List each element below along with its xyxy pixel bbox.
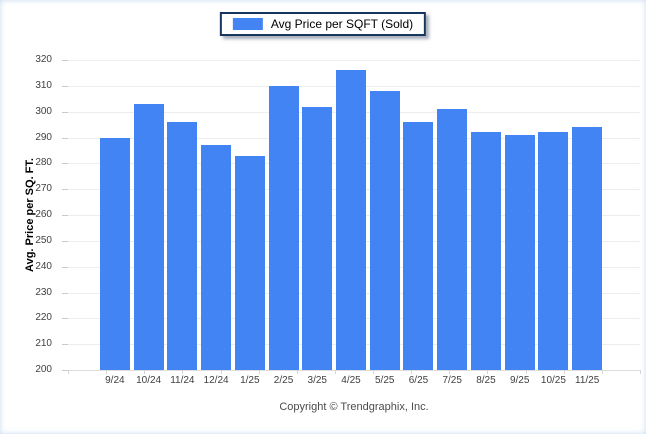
- x-axis-tick: [106, 370, 108, 374]
- x-axis-tick: [601, 370, 603, 374]
- y-tick-label-320: 320: [35, 54, 52, 65]
- x-axis-tick: [68, 370, 69, 374]
- plot-area: [62, 60, 641, 374]
- legend-label: Avg Price per SQFT (Sold): [270, 17, 414, 31]
- bar-slot: [98, 60, 132, 370]
- bar-12/24[interactable]: [201, 145, 232, 370]
- bar-slot: [435, 60, 469, 370]
- x-axis-tick: [220, 370, 222, 374]
- bar-slot: [165, 60, 199, 370]
- x-axis-tick: [449, 370, 451, 374]
- y-tick-label-270: 270: [35, 183, 52, 195]
- y-tick-label-280: 280: [35, 157, 52, 169]
- bar-2/25[interactable]: [268, 85, 299, 370]
- gridline-200: [62, 370, 640, 371]
- bar-slot: [199, 60, 233, 370]
- bar-slot: [503, 60, 537, 370]
- x-tick-label-3/25: 3/25: [307, 375, 327, 386]
- copyright-text: Copyright © Trendgraphix, Inc.: [279, 401, 429, 413]
- bar-slot: [537, 60, 571, 370]
- x-tick-label-2/25: 2/25: [273, 375, 294, 386]
- x-axis-tick: [144, 370, 146, 374]
- x-axis-labels: 9/24 10/24 11/24 12/24 1/25 2/25 3/25 4/25 5/25 6…: [98, 375, 604, 386]
- bar-7/25[interactable]: [437, 109, 468, 370]
- y-tick-label-240: 240: [35, 260, 52, 272]
- y-tick-label-220: 220: [35, 312, 52, 324]
- x-tick-label-12/24: 12/24: [203, 375, 229, 386]
- x-tick-label-10/24: 10/24: [136, 375, 162, 386]
- x-tick-label-5/25: 5/25: [375, 375, 395, 386]
- bar-11/25[interactable]: [572, 127, 603, 370]
- y-tick-label-250: 250: [35, 234, 52, 246]
- x-axis-tick: [334, 370, 336, 374]
- bar-slot: [402, 60, 436, 370]
- x-axis-tick: [373, 370, 375, 374]
- y-tick-label-230: 230: [35, 286, 52, 298]
- y-tick-label-210: 210: [35, 338, 52, 350]
- y-tick-label-260: 260: [35, 209, 52, 220]
- bar-6/25[interactable]: [403, 122, 434, 370]
- bar-slot: [368, 60, 402, 370]
- bar-3/25[interactable]: [302, 106, 333, 370]
- bar-11/24[interactable]: [167, 122, 198, 370]
- bar-slot: [267, 60, 301, 370]
- x-axis-tick: [411, 370, 413, 374]
- bar-10/24[interactable]: [133, 103, 164, 370]
- x-tick-label-9/24: 9/24: [105, 375, 125, 386]
- x-tick-label-11/24: 11/24: [170, 375, 195, 386]
- x-tick-label-9/25: 9/25: [509, 375, 530, 386]
- x-axis-tick: [487, 370, 489, 374]
- bar-5/25[interactable]: [369, 91, 400, 370]
- y-tick-label-300: 300: [35, 105, 52, 117]
- x-tick-label-11/25: 11/25: [575, 375, 600, 386]
- x-axis-tick: [296, 370, 298, 374]
- chart-legend: Avg Price per SQFT (Sold): [219, 12, 427, 36]
- x-tick-label-10/25: 10/25: [540, 375, 566, 386]
- x-tick-label-8/25: 8/25: [476, 375, 496, 386]
- y-axis-labels: 200 210 220 230 240 250 260 270 280 290 300 310 320: [30, 54, 62, 375]
- x-axis-tick: [182, 370, 184, 374]
- gridline-320: [62, 60, 640, 61]
- bars-group: [98, 60, 604, 370]
- bar-1/25[interactable]: [234, 155, 265, 370]
- x-tick-label-1/25: 1/25: [240, 375, 260, 386]
- bar-slot: [334, 60, 368, 370]
- bar-slot: [300, 60, 334, 370]
- x-axis-ticks: [68, 370, 641, 375]
- y-tick-label-310: 310: [35, 79, 52, 91]
- bar-slot: [132, 60, 166, 370]
- x-axis-tick: [563, 370, 565, 374]
- legend-swatch-icon: [232, 18, 263, 30]
- bar-slot: [469, 60, 503, 370]
- bar-slot: [570, 60, 604, 370]
- bar-9/24[interactable]: [99, 137, 130, 370]
- bar-8/25[interactable]: [470, 132, 501, 370]
- x-tick-label-4/25: 4/25: [341, 375, 361, 386]
- x-axis-tick: [258, 370, 260, 374]
- x-axis-tick: [525, 370, 527, 374]
- bar-10/25[interactable]: [538, 132, 569, 370]
- bar-slot: [233, 60, 267, 370]
- y-tick-label-290: 290: [35, 131, 52, 143]
- x-tick-label-6/25: 6/25: [408, 375, 429, 386]
- bar-4/25[interactable]: [336, 70, 366, 370]
- x-axis-tick: [640, 370, 641, 374]
- y-tick-label-200: 200: [35, 364, 52, 375]
- bar-9/25[interactable]: [504, 134, 535, 370]
- x-tick-label-7/25: 7/25: [442, 375, 462, 386]
